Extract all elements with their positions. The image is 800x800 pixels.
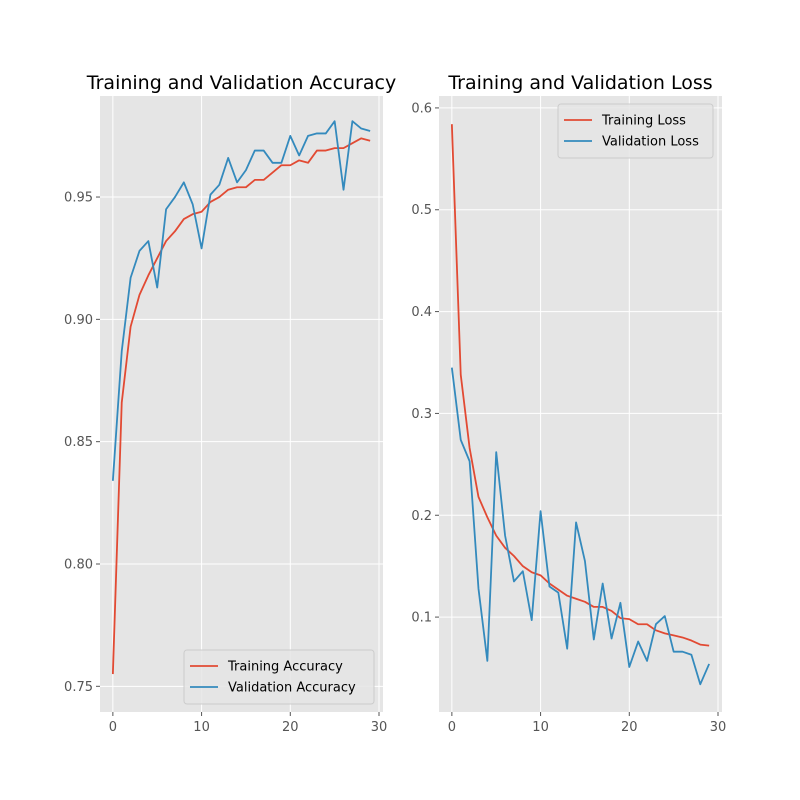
accuracy-y-tick-label: 0.95 <box>64 191 93 206</box>
accuracy-y-tick-label: 0.80 <box>64 557 93 572</box>
accuracy-chart: 0 10 20 30 0.75 0.80 0.85 0.90 0.95 Training and… <box>64 72 396 735</box>
accuracy-y-tick-label: 0.90 <box>64 313 93 328</box>
accuracy-gridlines <box>100 96 383 712</box>
loss-y-tick-label: 0.2 <box>411 509 432 524</box>
loss-x-tick-label: 30 <box>710 720 727 735</box>
validation-accuracy-legend-label: Validation Accuracy <box>228 681 356 696</box>
validation-loss-line <box>450 367 710 686</box>
loss-x-tick-label: 20 <box>621 720 638 735</box>
accuracy-plot-area <box>100 96 383 712</box>
training-accuracy-legend-label: Training Accuracy <box>227 660 343 675</box>
loss-y-tick-label: 0.5 <box>411 203 432 218</box>
accuracy-legend-box <box>183 649 375 705</box>
training-loss-legend-label: Training Loss <box>601 114 686 129</box>
accuracy-x-tick-label: 30 <box>371 720 388 735</box>
accuracy-x-tick-label: 20 <box>282 720 299 735</box>
training-accuracy-line <box>111 137 371 675</box>
loss-x-tick-label: 10 <box>532 720 549 735</box>
loss-lines <box>450 124 710 686</box>
loss-x-tick-label: 0 <box>448 720 456 735</box>
loss-chart: 0 10 20 30 0.1 0.2 0.3 0.4 0.5 0.6 Training and V… <box>411 72 726 735</box>
accuracy-y-tick-label: 0.75 <box>64 680 93 695</box>
loss-ticks: 0 10 20 30 0.1 0.2 0.3 0.4 0.5 0.6 <box>411 101 726 735</box>
loss-y-tick-label: 0.4 <box>411 305 432 320</box>
accuracy-x-tick-label: 0 <box>109 720 117 735</box>
loss-legend: Training Loss Validation Loss <box>557 103 714 159</box>
training-loss-line <box>450 124 710 647</box>
accuracy-lines <box>111 120 371 675</box>
loss-chart-title: Training and Validation Loss <box>447 72 712 94</box>
loss-y-tick-label: 0.3 <box>411 407 432 422</box>
loss-legend-box <box>557 103 714 159</box>
accuracy-x-tick-label: 10 <box>193 720 210 735</box>
accuracy-ticks: 0 10 20 30 0.75 0.80 0.85 0.90 0.95 <box>64 191 387 735</box>
loss-y-tick-label: 0.6 <box>411 101 432 116</box>
loss-y-tick-label: 0.1 <box>411 611 432 626</box>
accuracy-chart-title: Training and Validation Accuracy <box>86 72 396 94</box>
validation-loss-legend-label: Validation Loss <box>602 135 699 150</box>
accuracy-y-tick-label: 0.85 <box>64 435 93 450</box>
validation-accuracy-line <box>111 120 371 481</box>
loss-plot-area <box>439 96 722 712</box>
accuracy-legend: Training Accuracy Validation Accuracy <box>183 649 375 705</box>
